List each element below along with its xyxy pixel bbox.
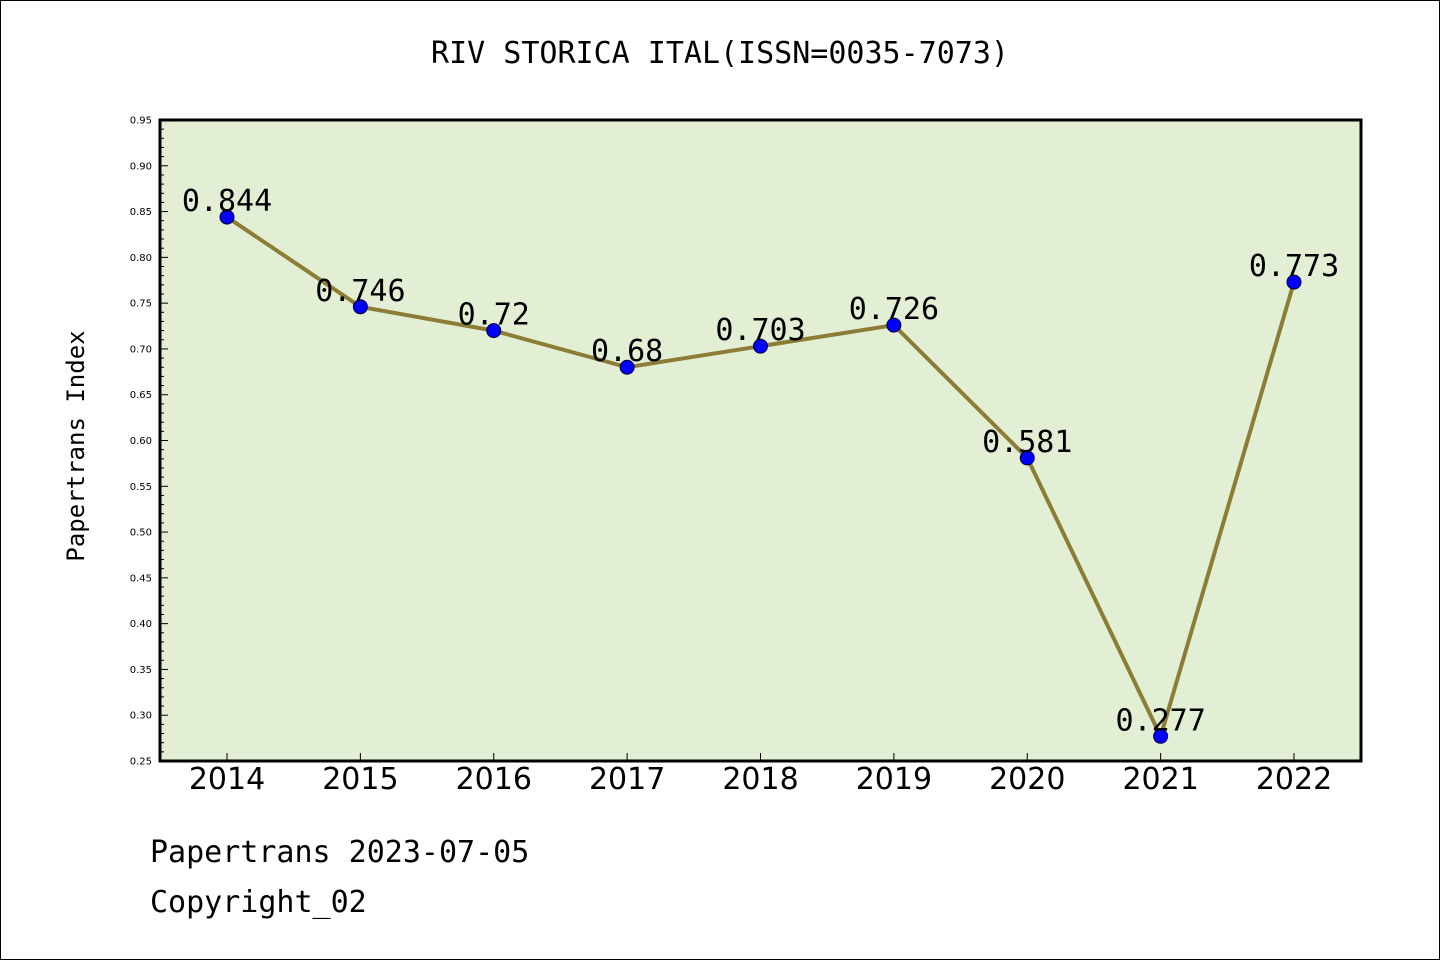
data-label: 0.72 xyxy=(458,298,530,333)
data-point xyxy=(886,317,902,333)
data-point xyxy=(753,338,768,354)
y-tick-label: 0.85 xyxy=(130,207,152,218)
data-label: 0.68 xyxy=(591,334,663,369)
y-axis: 0.25 0.30 0.35 0.40 0.45 0.50 0.55 0.60 0.65 0.70… xyxy=(130,116,168,768)
data-point xyxy=(619,359,635,375)
x-tick-label: 2022 xyxy=(1256,762,1332,797)
y-tick-label: 0.55 xyxy=(130,482,152,493)
plot-area xyxy=(158,118,1363,763)
data-point xyxy=(486,323,502,339)
y-tick-label: 0.25 xyxy=(130,757,152,768)
x-tick-label: 2021 xyxy=(1122,762,1198,797)
y-tick-label: 0.65 xyxy=(130,390,152,401)
data-point xyxy=(219,209,235,225)
data-label: 0.726 xyxy=(849,292,939,327)
data-point xyxy=(1153,728,1169,744)
y-tick-label: 0.90 xyxy=(130,161,152,172)
data-label: 0.844 xyxy=(182,184,272,219)
data-label: 0.703 xyxy=(715,313,805,348)
x-tick-label: 2018 xyxy=(722,762,798,797)
series-papertrans-index xyxy=(219,209,1302,744)
x-tick-label: 2014 xyxy=(189,762,265,797)
data-label: 0.581 xyxy=(982,425,1072,460)
data-point xyxy=(1286,274,1302,290)
y-tick-label: 0.30 xyxy=(130,711,152,722)
data-point xyxy=(1019,450,1035,466)
footer-source: Papertrans 2023-07-05 xyxy=(150,835,530,870)
y-tick-label: 0.75 xyxy=(130,299,152,310)
x-tick-label: 2016 xyxy=(456,762,532,797)
x-tick-label: 2015 xyxy=(322,762,398,797)
y-tick-label: 0.60 xyxy=(130,436,152,447)
x-tick-label: 2019 xyxy=(856,762,932,797)
x-tick-label: 2020 xyxy=(989,762,1065,797)
y-tick-label: 0.95 xyxy=(130,116,152,127)
data-label: 0.746 xyxy=(315,274,405,309)
data-point xyxy=(352,299,368,315)
x-tick-label: 2017 xyxy=(589,762,665,797)
chart-title: RIV STORICA ITAL(ISSN=0035-7073) xyxy=(431,36,1009,71)
y-tick-label: 0.40 xyxy=(130,619,152,630)
y-tick-label: 0.80 xyxy=(130,253,152,264)
x-axis: 2014 2015 2016 2017 2018 2019 2020 2021 2022 xyxy=(189,753,1332,797)
data-labels: 0.844 0.746 0.72 0.68 0.703 0.726 0.581 0.277 0.… xyxy=(182,184,1339,738)
y-tick-label: 0.45 xyxy=(130,573,152,584)
footer-copyright: Copyright_02 xyxy=(150,885,367,920)
y-tick-label: 0.35 xyxy=(130,665,152,676)
y-tick-label: 0.50 xyxy=(130,528,152,539)
y-tick-label: 0.70 xyxy=(130,344,152,355)
data-label: 0.773 xyxy=(1249,249,1339,284)
data-label: 0.277 xyxy=(1115,703,1205,738)
